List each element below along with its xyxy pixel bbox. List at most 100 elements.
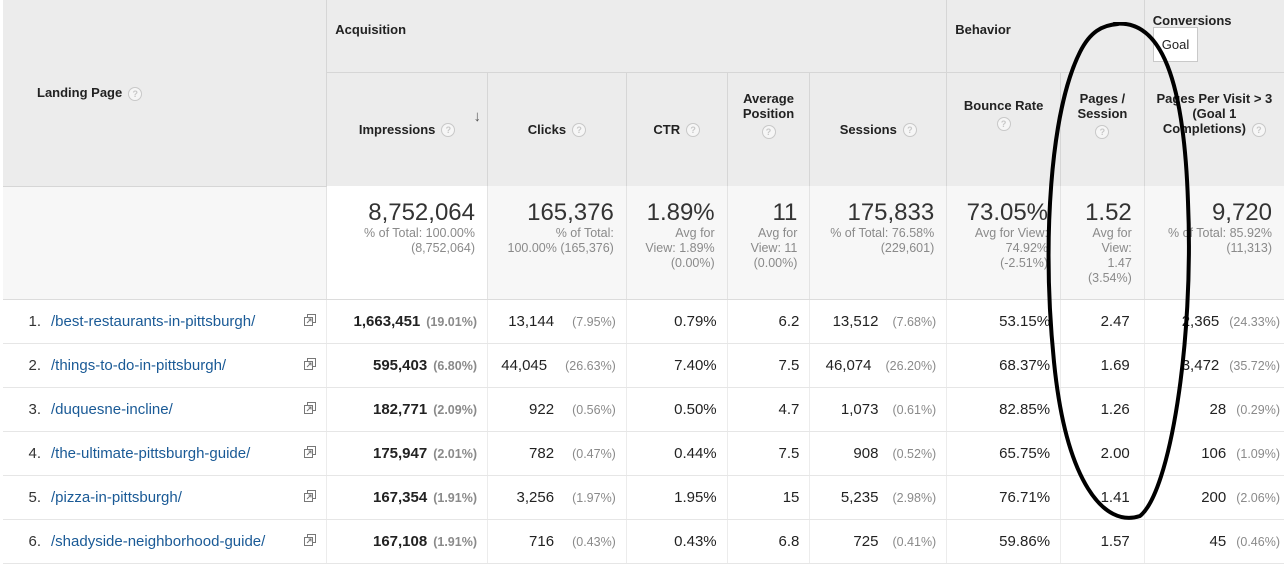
sessions-column-header[interactable]: Sessions? — [809, 72, 947, 186]
clicks-percent: (26.63%) — [565, 358, 616, 373]
avg-position-cell: 4.7 — [726, 387, 810, 432]
help-icon[interactable]: ? — [996, 117, 1011, 131]
landing-page-header-label: Landing Page — [37, 84, 123, 100]
goal-header-label: Pages Per Visit > 3 — [1156, 91, 1273, 106]
help-icon[interactable]: ? — [761, 125, 776, 139]
ctr-column-header[interactable]: CTR? — [625, 72, 728, 186]
open-page-icon[interactable] — [304, 357, 317, 370]
landing-page-cell: 1. /best-restaurants-in-pittsburgh/ — [3, 299, 327, 344]
impressions-percent: (2.01%) — [433, 446, 477, 461]
impressions-column-header[interactable]: Impressions? ↓ — [326, 72, 488, 186]
acquisition-group-header: Acquisition — [326, 0, 947, 73]
total-value: 1.89% — [646, 199, 715, 226]
help-icon[interactable]: ? — [1095, 125, 1110, 139]
row-index: 2. — [28, 356, 41, 374]
clicks-column-header[interactable]: Clicks? — [487, 72, 627, 186]
total-sub: (-2.51%) — [1000, 256, 1049, 270]
impressions-cell: 175,947 (2.01%) — [326, 431, 488, 476]
open-page-icon[interactable] — [304, 313, 317, 326]
total-goal-completions: 9,720% of Total: 85.92% (11,313) — [1143, 186, 1284, 300]
total-impressions: 8,752,064% of Total: 100.00% (8,752,064) — [326, 186, 488, 300]
open-page-icon[interactable] — [304, 401, 317, 414]
impressions-value: 175,947 — [372, 444, 428, 462]
pages-session-cell: 1.57 — [1060, 519, 1145, 564]
bounce-rate-value: 65.75% — [999, 444, 1051, 462]
goal-completions-cell: 3,472 (35.72%) — [1143, 343, 1284, 388]
help-icon[interactable]: ? — [128, 86, 143, 101]
landing-page-link[interactable]: /pizza-in-pittsburgh/ — [51, 488, 182, 506]
row-index: 4. — [28, 444, 41, 462]
total-sub: 74.92% — [1005, 241, 1049, 255]
clicks-percent: (0.56%) — [572, 402, 616, 417]
goal-select[interactable]: Goal — [1152, 27, 1199, 62]
sessions-cell: 725 (0.41%) — [809, 519, 947, 564]
total-sub: 100.00% (165,376) — [507, 241, 614, 255]
pages-session-cell: 1.41 — [1060, 475, 1145, 520]
behavior-label: Behavior — [955, 22, 1011, 37]
avg-position-value: 4.7 — [778, 400, 800, 418]
table-row: 3. /duquesne-incline/182,771 (2.09%) 922 (0.… — [3, 387, 1284, 432]
landing-page-header[interactable]: Landing Page? — [3, 0, 327, 187]
help-icon[interactable]: ? — [686, 123, 701, 138]
impressions-percent: (1.91%) — [433, 490, 477, 505]
total-sub: (8,752,064) — [411, 241, 475, 255]
open-page-icon[interactable] — [304, 445, 317, 458]
total-sub: (0.00%) — [670, 256, 715, 270]
pages-session-value: 2.00 — [1100, 444, 1130, 462]
clicks-percent: (7.95%) — [572, 314, 616, 329]
help-icon[interactable]: ? — [572, 123, 587, 138]
impressions-value: 167,108 — [372, 532, 428, 550]
goal-percent: (0.46%) — [1236, 534, 1280, 549]
open-page-icon[interactable] — [304, 533, 317, 546]
total-sub: Avg for — [758, 226, 798, 240]
goal-value: 3,472 — [1181, 356, 1220, 374]
total-sessions: 175,833% of Total: 76.58% (229,601) — [809, 186, 947, 300]
conversions-group-header: Conversions Goal — [1143, 0, 1284, 73]
goal-percent: (24.33%) — [1229, 314, 1280, 329]
bounce-rate-column-header[interactable]: Bounce Rate? — [946, 72, 1061, 186]
pages-session-column-header[interactable]: Pages / Session? — [1060, 72, 1145, 186]
ctr-cell: 0.79% — [625, 299, 728, 344]
total-value: 73.05% — [966, 199, 1049, 226]
open-page-icon[interactable] — [304, 489, 317, 502]
landing-page-link[interactable]: /best-restaurants-in-pittsburgh/ — [51, 312, 256, 330]
impressions-cell: 1,663,451 (19.01%) — [326, 299, 488, 344]
total-value: 175,833 — [847, 199, 935, 226]
landing-page-report-table: Landing Page? Acquisition Behavior Conve… — [3, 0, 1284, 564]
help-icon[interactable]: ? — [441, 123, 456, 138]
help-icon[interactable]: ? — [1251, 122, 1266, 137]
avg-position-value: 6.2 — [778, 312, 800, 330]
table-row: 5. /pizza-in-pittsburgh/167,354 (1.91%) 3,2… — [3, 475, 1284, 520]
clicks-percent: (0.47%) — [572, 446, 616, 461]
impressions-percent: (19.01%) — [426, 314, 477, 329]
total-sub: Avg for — [675, 226, 715, 240]
goal-percent: (2.06%) — [1236, 490, 1280, 505]
landing-page-link[interactable]: /duquesne-incline/ — [51, 400, 173, 418]
impressions-percent: (6.80%) — [433, 358, 477, 373]
sessions-cell: 1,073 (0.61%) — [809, 387, 947, 432]
goal-completions-cell: 2,365 (24.33%) — [1143, 299, 1284, 344]
total-sub: View: 11 — [750, 241, 798, 255]
goal-value: 2,365 — [1181, 312, 1220, 330]
total-sub: % of Total: 100.00% — [364, 226, 475, 240]
ctr-value: 1.95% — [674, 488, 717, 506]
clicks-percent: (0.43%) — [572, 534, 616, 549]
bounce-rate-value: 59.86% — [999, 532, 1051, 550]
landing-page-link[interactable]: /the-ultimate-pittsburgh-guide/ — [51, 444, 251, 462]
goal-header-label-3: Completions) — [1162, 121, 1246, 136]
landing-page-cell: 6. /shadyside-neighborhood-guide/ — [3, 519, 327, 564]
avg-position-cell: 15 — [726, 475, 810, 520]
landing-page-link[interactable]: /shadyside-neighborhood-guide/ — [51, 532, 266, 550]
landing-page-link[interactable]: /things-to-do-in-pittsburgh/ — [51, 356, 227, 374]
goal-completions-column-header[interactable]: Pages Per Visit > 3 (Goal 1 Completions)? — [1143, 72, 1284, 186]
avg-position-column-header[interactable]: Average Position? — [726, 72, 810, 186]
sessions-header-label: Sessions — [839, 121, 897, 137]
totals-row: 8,752,064% of Total: 100.00% (8,752,064) … — [3, 186, 1284, 300]
avg-position-value: 15 — [782, 488, 800, 506]
total-value: 9,720 — [1211, 199, 1272, 226]
impressions-percent: (2.09%) — [433, 402, 477, 417]
sort-descending-icon[interactable]: ↓ — [473, 108, 482, 125]
total-sub: % of Total: 85.92% — [1167, 226, 1272, 240]
help-icon[interactable]: ? — [902, 123, 917, 138]
goal-value: 45 — [1209, 532, 1227, 550]
